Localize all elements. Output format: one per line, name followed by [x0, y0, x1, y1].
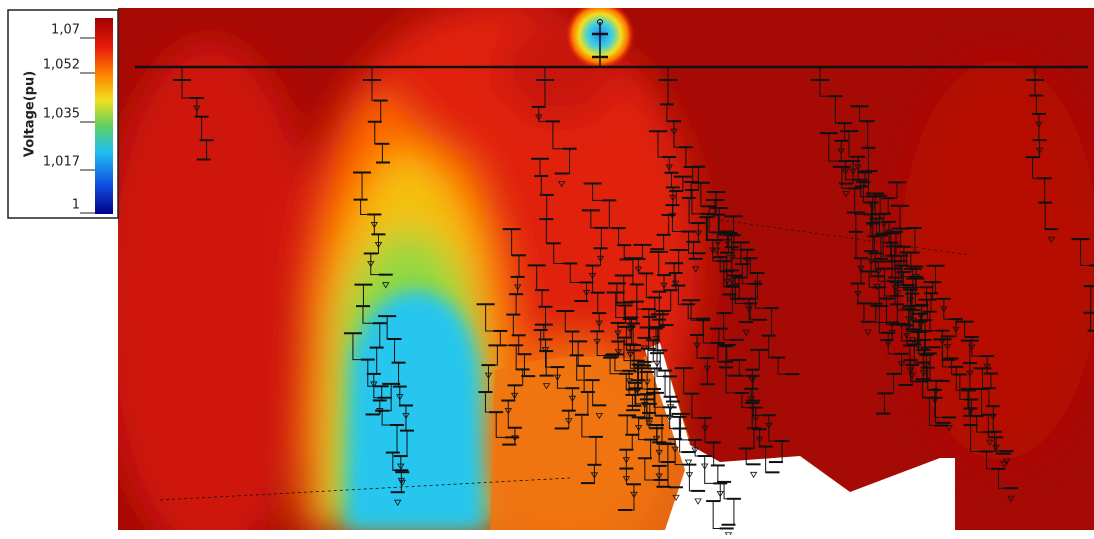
legend: Voltage(pu) 1,07 1,052 1,035 1,017 1	[8, 10, 118, 218]
legend-tick-label: 1,052	[43, 58, 80, 73]
feeder-line	[382, 144, 383, 163]
page: Voltage(pu) 1,071,0521,0351,0171 (() => …	[0, 0, 1094, 535]
legend-tick-label: 1,017	[43, 155, 80, 170]
legend-title: Voltage(pu)	[23, 71, 38, 157]
legend-tick-label: 1,07	[51, 23, 80, 38]
legend-tick-label: 1	[72, 198, 80, 213]
heat-core	[345, 290, 485, 530]
feeder-line	[1045, 178, 1046, 202]
heat-layer	[100, 0, 1094, 535]
voltage-map: Voltage(pu) 1,07 1,052 1,035 1,017 1	[0, 0, 1094, 535]
legend-tick-label: 1,035	[43, 107, 80, 122]
color-bar	[95, 18, 113, 214]
